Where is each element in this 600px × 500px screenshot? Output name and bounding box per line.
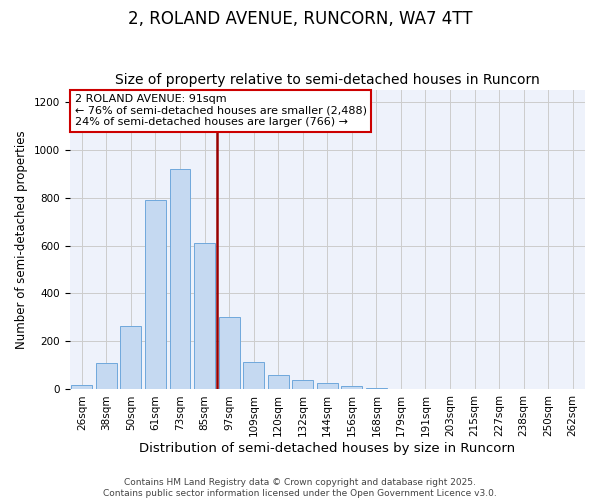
- Bar: [71, 384, 92, 390]
- Bar: [121, 326, 142, 390]
- Text: Contains HM Land Registry data © Crown copyright and database right 2025.
Contai: Contains HM Land Registry data © Crown c…: [103, 478, 497, 498]
- Bar: [366, 388, 387, 390]
- Bar: [317, 383, 338, 390]
- X-axis label: Distribution of semi-detached houses by size in Runcorn: Distribution of semi-detached houses by …: [139, 442, 515, 455]
- Title: Size of property relative to semi-detached houses in Runcorn: Size of property relative to semi-detach…: [115, 73, 539, 87]
- Bar: [145, 200, 166, 390]
- Bar: [292, 380, 313, 390]
- Text: 2, ROLAND AVENUE, RUNCORN, WA7 4TT: 2, ROLAND AVENUE, RUNCORN, WA7 4TT: [128, 10, 472, 28]
- Bar: [194, 243, 215, 390]
- Bar: [268, 375, 289, 390]
- Text: 2 ROLAND AVENUE: 91sqm
← 76% of semi-detached houses are smaller (2,488)
24% of : 2 ROLAND AVENUE: 91sqm ← 76% of semi-det…: [74, 94, 367, 128]
- Bar: [243, 362, 264, 390]
- Bar: [96, 363, 117, 390]
- Bar: [218, 318, 239, 390]
- Y-axis label: Number of semi-detached properties: Number of semi-detached properties: [15, 130, 28, 349]
- Bar: [170, 168, 190, 390]
- Bar: [341, 386, 362, 390]
